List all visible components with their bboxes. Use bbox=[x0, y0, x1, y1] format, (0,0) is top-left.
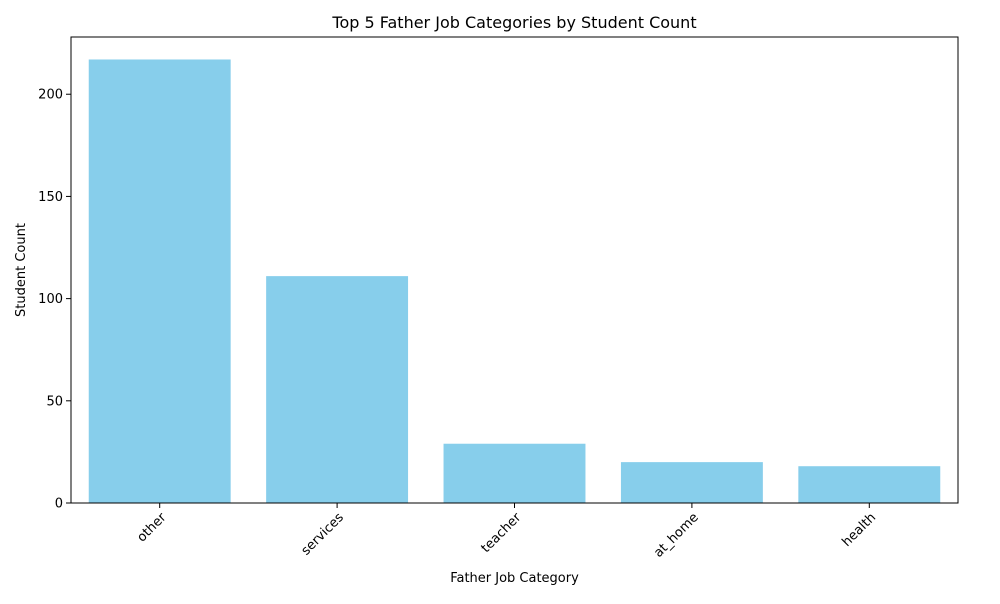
bars-layer bbox=[88, 59, 941, 504]
x-tick-label: other bbox=[134, 510, 170, 546]
x-tick-label: teacher bbox=[479, 510, 525, 556]
bar-services bbox=[266, 276, 409, 503]
y-axis-label: Student Count bbox=[14, 223, 29, 317]
chart-title: Top 5 Father Job Categories by Student C… bbox=[331, 13, 696, 32]
x-tick-label: at_home bbox=[651, 510, 702, 561]
y-tick-label: 0 bbox=[55, 497, 63, 512]
x-axis-ticks: other services teacher at_home health bbox=[134, 503, 879, 561]
y-tick-label: 200 bbox=[38, 88, 63, 103]
x-tick-label: services bbox=[299, 510, 347, 558]
y-axis-ticks: 0 50 100 150 200 bbox=[38, 88, 71, 512]
y-tick-label: 150 bbox=[38, 190, 63, 205]
x-axis-label: Father Job Category bbox=[450, 571, 579, 586]
bar-health bbox=[798, 466, 941, 503]
bar-teacher bbox=[443, 443, 586, 503]
bar-other bbox=[88, 59, 231, 504]
y-tick-label: 100 bbox=[38, 292, 63, 307]
plot-frame bbox=[70, 36, 959, 504]
x-tick-label: health bbox=[839, 510, 879, 550]
bar-at-home bbox=[620, 462, 763, 503]
y-tick-label: 50 bbox=[46, 394, 63, 409]
